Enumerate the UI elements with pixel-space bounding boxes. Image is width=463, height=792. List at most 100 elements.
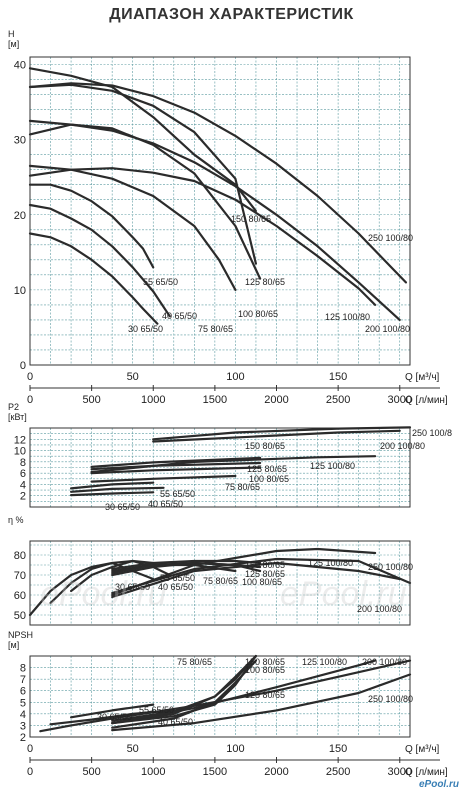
head-ytick-label: 10 (14, 285, 26, 297)
power-series-100-80-65 (90, 466, 262, 475)
efficiency-ytick-label: 70 (14, 570, 26, 582)
npsh-xtick-lmin: 1500 (203, 766, 227, 778)
power-curve-label: 200 100/80 (380, 441, 425, 451)
npsh-xtick-m3h: 150 (329, 743, 347, 755)
head-xtick-lmin: 500 (82, 394, 100, 406)
head-xtick-m3h: 150 (329, 371, 347, 383)
npsh-series-125-100-80 (111, 659, 377, 725)
power-panel (29, 426, 412, 508)
efficiency-curve-label: 150 80/65 (245, 560, 285, 570)
head-ylabel: [м] (8, 39, 19, 49)
head-curve-label: 40 65/50 (162, 311, 197, 321)
head-xtick-m3h: 50 (127, 371, 139, 383)
efficiency-ytick-label: 50 (14, 610, 26, 622)
efficiency-curve-label: 200 100/80 (357, 604, 402, 614)
head-series-150-80-65 (28, 67, 257, 213)
head-series-55-65-50 (28, 183, 155, 269)
npsh-ylabel: NPSH (8, 630, 33, 640)
efficiency-ytick-label: 80 (14, 550, 26, 562)
npsh-curve-label: 40 65/50 (158, 717, 193, 727)
head-curve-label: 150 80/65 (231, 214, 271, 224)
watermark-left: ePool.ru (40, 575, 167, 613)
efficiency-ylabel: η % (8, 515, 24, 525)
npsh-xtick-lmin: 500 (82, 766, 100, 778)
head-ytick-label: 20 (14, 210, 26, 222)
efficiency-curve-label: 250 100/80 (368, 562, 413, 572)
npsh-ytick-label: 7 (20, 674, 26, 686)
npsh-series-125-80-65 (111, 654, 257, 725)
power-series-55-65-50 (69, 481, 155, 490)
efficiency-curve-label: 75 80/65 (203, 576, 238, 586)
head-series-125-80-65 (28, 83, 257, 265)
head-series-250-100-80 (28, 82, 407, 284)
npsh-xtick-lmin: 3000 (388, 766, 412, 778)
power-ytick-label: 4 (20, 479, 26, 491)
npsh-curve-label: 150 80/65 (245, 657, 285, 667)
npsh-xtick-m3h: 100 (226, 743, 244, 755)
head-curve-label: 100 80/65 (238, 309, 278, 319)
npsh-curve-label: 30 65/50 (97, 712, 132, 722)
power-series-200-100-80 (152, 429, 401, 443)
head-panel (28, 56, 440, 391)
npsh-ytick-label: 2 (20, 732, 26, 744)
efficiency-curve-label: 125 100/80 (308, 558, 353, 568)
head-series-30-65-50 (28, 232, 159, 325)
power-curve-label: 250 100/8 (412, 428, 452, 438)
npsh-ytick-label: 6 (20, 686, 26, 698)
power-ytick-label: 2 (20, 491, 26, 503)
npsh-series-55-65-50 (69, 703, 155, 719)
head-xtick-m3h: 0 (27, 371, 33, 383)
head-curve-label: 75 80/65 (198, 324, 233, 334)
npsh-xtick-lmin: 2000 (264, 766, 288, 778)
npsh-series-200-100-80 (111, 659, 412, 720)
npsh-frame (29, 655, 411, 738)
npsh-ytick-label: 3 (20, 720, 26, 732)
head-xtick-lmin: 3000 (388, 394, 412, 406)
power-series-125-100-80 (90, 455, 377, 474)
npsh-ylabel: [м] (8, 640, 19, 650)
npsh-ytick-label: 4 (20, 709, 26, 721)
npsh-xlabel-m3h: Q [м³/ч] (405, 744, 440, 755)
npsh-curve-label: 250 100/80 (368, 694, 413, 704)
npsh-xtick-m3h: 50 (127, 743, 139, 755)
efficiency-curve-label: 30 65/50 (115, 582, 150, 592)
efficiency-curve-label: 55 65/50 (160, 573, 195, 583)
power-series-40-65-50 (69, 486, 165, 493)
efficiency-series-55-65-50 (69, 559, 155, 593)
npsh-xlabel-lmin: Q [л/мин] (405, 767, 448, 778)
efficiency-panel (28, 540, 412, 626)
head-xlabel-m3h: Q [м³/ч] (405, 372, 440, 383)
npsh-xtick-m3h: 0 (27, 743, 33, 755)
power-ytick-label: 8 (20, 457, 26, 469)
power-curve-label: 55 65/50 (160, 489, 195, 499)
watermark-right: ePool.ru (280, 575, 407, 613)
npsh-xtick-lmin: 2500 (326, 766, 350, 778)
efficiency-curve-label: 125 80/65 (245, 569, 285, 579)
head-curve-label: 55 65/50 (143, 277, 178, 287)
power-ytick-label: 12 (14, 434, 26, 446)
power-ylabel: P2 (8, 402, 19, 412)
head-series-125-100-80 (28, 167, 377, 306)
power-curve-label: 125 80/65 (247, 464, 287, 474)
head-series-200-100-80 (28, 119, 401, 321)
head-xtick-lmin: 2500 (326, 394, 350, 406)
npsh-curve-label: 55 65/50 (139, 705, 174, 715)
head-ytick-label: 30 (14, 135, 26, 147)
npsh-ytick-label: 8 (20, 663, 26, 675)
power-series-30-65-50 (69, 491, 155, 497)
power-series-250-100-80 (152, 426, 412, 441)
head-series-100-80-65 (28, 123, 262, 280)
head-curve-label: 200 100/80 (365, 324, 410, 334)
power-curve-label: 150 80/65 (245, 441, 285, 451)
power-series-150-80-65 (90, 456, 262, 468)
head-ytick-label: 0 (20, 360, 26, 372)
head-xtick-m3h: 100 (226, 371, 244, 383)
head-curve-label: 125 80/65 (245, 277, 285, 287)
head-ytick-label: 40 (14, 60, 26, 72)
head-xtick-lmin: 2000 (264, 394, 288, 406)
power-ytick-label: 10 (14, 446, 26, 458)
npsh-curve-label: 200 100/80 (362, 657, 407, 667)
npsh-panel (29, 654, 440, 763)
efficiency-series-125-100-80 (111, 547, 377, 597)
